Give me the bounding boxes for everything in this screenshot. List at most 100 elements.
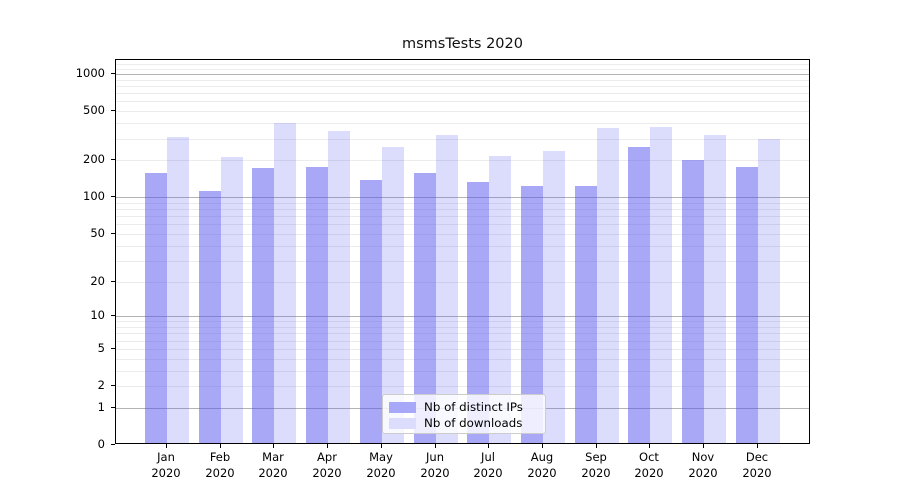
bar-downloads-apr [328, 131, 350, 443]
legend-swatch-downloads-icon [389, 417, 416, 429]
y-tick-200 [111, 159, 115, 160]
x-tick-may [381, 444, 382, 448]
bar-ips-dec [736, 167, 758, 443]
x-tick-label-mar: Mar 2020 [258, 450, 288, 480]
gridline-200 [116, 160, 809, 161]
y-tick-label-100: 100 [83, 189, 105, 203]
gridline-5 [116, 349, 809, 350]
x-tick-sep [596, 444, 597, 448]
bar-downloads-sep [597, 128, 619, 443]
y-tick-1 [111, 407, 115, 408]
bar-ips-sep [575, 186, 597, 443]
y-tick-50 [111, 233, 115, 234]
gridline-100 [116, 197, 809, 198]
x-tick-apr [327, 444, 328, 448]
legend-label-downloads: Nb of downloads [424, 416, 523, 430]
y-tick-0 [111, 444, 115, 445]
y-tick-5 [111, 348, 115, 349]
gridline-50 [116, 234, 809, 235]
gridline-2 [116, 386, 809, 387]
y-tick-10 [111, 315, 115, 316]
x-tick-label-jan: Jan 2020 [151, 450, 181, 480]
y-tick-label-50: 50 [90, 226, 105, 240]
gridline-9 [116, 321, 809, 322]
y-tick-2 [111, 385, 115, 386]
gridline-1100 [116, 69, 809, 70]
bar-downloads-oct [650, 127, 672, 443]
bar-downloads-mar [274, 123, 296, 443]
bar-ips-mar [252, 168, 274, 443]
y-tick-label-20: 20 [90, 274, 105, 288]
y-tick-label-200: 200 [83, 152, 105, 166]
x-tick-oct [649, 444, 650, 448]
bar-ips-jan [145, 173, 167, 443]
gridline-30 [116, 261, 809, 262]
x-tick-label-apr: Apr 2020 [312, 450, 342, 480]
x-tick-jul [488, 444, 489, 448]
gridline-80 [116, 209, 809, 210]
gridline-3 [116, 371, 809, 372]
bar-ips-feb [199, 191, 221, 443]
x-tick-label-aug: Aug 2020 [527, 450, 557, 480]
x-tick-label-may: May 2020 [366, 450, 396, 480]
bar-downloads-feb [221, 157, 243, 443]
y-tick-100 [111, 196, 115, 197]
x-tick-label-nov: Nov 2020 [688, 450, 718, 480]
gridline-800 [116, 86, 809, 87]
gridline-300 [116, 139, 809, 140]
legend-item-distinct-ips: Nb of distinct IPs [389, 399, 539, 415]
x-tick-mar [273, 444, 274, 448]
bar-ips-apr [306, 167, 328, 443]
gridline-600 [116, 101, 809, 102]
y-tick-label-10: 10 [90, 308, 105, 322]
gridline-1000 [116, 74, 809, 75]
x-tick-label-dec: Dec 2020 [742, 450, 772, 480]
y-tick-label-500: 500 [83, 103, 105, 117]
x-tick-nov [703, 444, 704, 448]
x-tick-label-feb: Feb 2020 [205, 450, 235, 480]
y-tick-label-5: 5 [97, 341, 105, 355]
x-tick-label-sep: Sep 2020 [581, 450, 611, 480]
bar-downloads-dec [758, 139, 780, 443]
y-tick-1000 [111, 73, 115, 74]
legend-item-downloads: Nb of downloads [389, 415, 539, 431]
gridline-70 [116, 216, 809, 217]
gridline-500 [116, 111, 809, 112]
bar-ips-nov [682, 160, 704, 443]
gridline-6 [116, 341, 809, 342]
x-tick-label-jun: Jun 2020 [420, 450, 450, 480]
x-tick-aug [542, 444, 543, 448]
legend-label-distinct-ips: Nb of distinct IPs [424, 400, 523, 414]
bar-ips-aug [521, 186, 543, 443]
plot-area: Nb of distinct IPs Nb of downloads [115, 59, 810, 444]
gridline-60 [116, 224, 809, 225]
x-tick-jun [435, 444, 436, 448]
chart-title: msmsTests 2020 [402, 36, 523, 52]
gridline-20 [116, 282, 809, 283]
bar-downloads-jan [167, 137, 189, 443]
bar-ips-jul [467, 182, 489, 443]
gridline-4 [116, 359, 809, 360]
x-tick-jan [166, 444, 167, 448]
x-tick-label-jul: Jul 2020 [473, 450, 503, 480]
gridline-8 [116, 327, 809, 328]
x-tick-dec [757, 444, 758, 448]
gridline-400 [116, 123, 809, 124]
y-tick-label-1000: 1000 [75, 66, 105, 80]
bar-downloads-jul [489, 156, 511, 443]
gridline-40 [116, 246, 809, 247]
gridline-1200 [116, 64, 809, 65]
y-tick-20 [111, 281, 115, 282]
y-tick-label-1: 1 [97, 400, 105, 414]
bar-downloads-jun [436, 135, 458, 443]
bar-ips-jun [414, 173, 436, 443]
bar-ips-may [360, 180, 382, 443]
gridline-7 [116, 333, 809, 334]
x-tick-feb [220, 444, 221, 448]
y-tick-label-2: 2 [97, 378, 105, 392]
y-tick-500 [111, 110, 115, 111]
bar-downloads-aug [543, 151, 565, 443]
legend: Nb of distinct IPs Nb of downloads [382, 394, 546, 434]
gridline-900 [116, 80, 809, 81]
